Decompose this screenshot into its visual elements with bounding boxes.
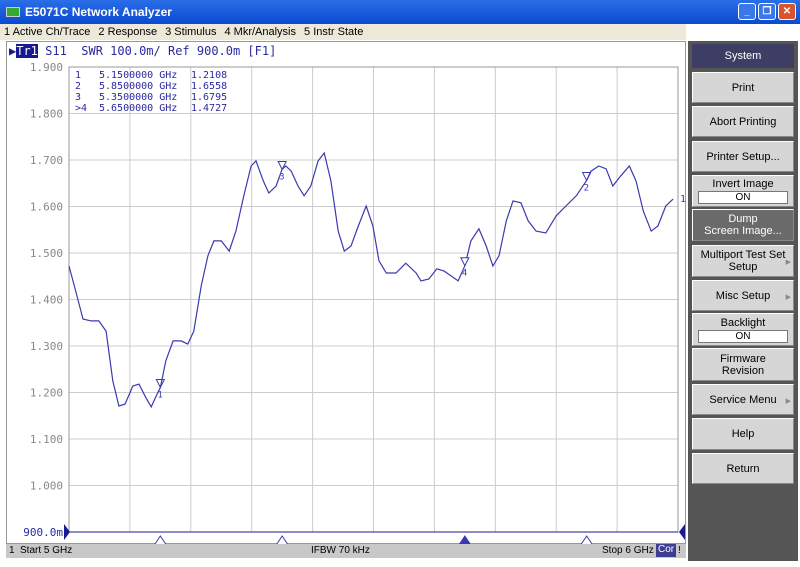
softkey-dump-screen-image[interactable]: Dump Screen Image... — [692, 209, 794, 241]
softkey-print[interactable]: Print — [692, 72, 794, 103]
softkey-system: System — [692, 44, 794, 68]
softkey-backlight[interactable]: Backlight ON — [692, 313, 794, 346]
marker-readout-value: 1.4727 — [191, 103, 227, 114]
marker-readout-id: 1 — [75, 70, 81, 81]
softkey-label: Print — [731, 81, 755, 94]
y-tick-label: 1.000 — [30, 480, 63, 493]
softkey-label: Abort Printing — [709, 115, 777, 128]
ifbw[interactable]: IFBW 70 kHz — [311, 545, 370, 556]
softkey-abort-printing[interactable]: Abort Printing — [692, 106, 794, 137]
title-bar: E5071C Network Analyzer _ ❐ ✕ — [0, 0, 800, 24]
restore-button[interactable]: ❐ — [758, 3, 776, 20]
marker-1-icon — [155, 378, 166, 389]
marker-readout-id: 2 — [75, 81, 81, 92]
softkey-label: Printer Setup... — [706, 150, 780, 163]
trace-header[interactable]: ▶Tr1 S11 SWR 100.0m/ Ref 900.0m [F1] — [9, 44, 277, 58]
chart-panel: ▶Tr1 S11 SWR 100.0m/ Ref 900.0m [F1] 1.9… — [6, 41, 686, 546]
softkey-label: Setup — [728, 261, 758, 273]
softkey-label: Firmware — [720, 352, 766, 365]
softkey-label: Revision — [721, 364, 765, 377]
softkey-firmware-revision[interactable]: Firmware Revision — [692, 348, 794, 381]
y-tick-label: 1.300 — [30, 340, 63, 353]
softkey-help[interactable]: Help — [692, 418, 794, 450]
close-button[interactable]: ✕ — [778, 3, 796, 20]
menu-instr-state[interactable]: 5 Instr State — [304, 26, 364, 38]
trace-end-label: 1 — [680, 194, 686, 205]
y-tick-label: 1.400 — [30, 294, 63, 307]
y-tick-label: 1.800 — [30, 108, 63, 121]
marker-1-label: 1 — [157, 390, 162, 400]
softkey-value: ON — [698, 329, 788, 343]
marker-readout-value: 1.6795 — [191, 92, 227, 103]
softkey-value: ON — [698, 191, 788, 204]
softkey-label: Invert Image — [712, 178, 774, 190]
swr-plot: 1.900 1.800 1.700 1.600 1.500 1.400 1.300 1.200… — [23, 61, 686, 546]
softkey-invert-image[interactable]: Invert Image ON — [692, 175, 794, 207]
softkey-multiport-test-set-setup[interactable]: Multiport Test Set Setup ▶ — [692, 245, 794, 277]
marker-4-label: 4 — [462, 269, 467, 279]
softkey-label: Backlight — [720, 316, 766, 329]
reference-right-arrow-icon — [679, 524, 685, 540]
menu-active-ch-trace[interactable]: 1 Active Ch/Trace — [4, 26, 91, 38]
y-tick-label: 1.700 — [30, 154, 63, 167]
menu-response[interactable]: 2 Response — [98, 26, 158, 38]
softkey-label: Misc Setup — [715, 289, 771, 302]
menu-bar: 1 Active Ch/Trace 2 Response 3 Stimulus … — [0, 24, 686, 40]
softkey-label: Help — [731, 428, 755, 440]
trace-settings: S11 SWR 100.0m/ Ref 900.0m [F1] — [37, 44, 277, 58]
y-tick-label: 900.0m — [23, 526, 63, 539]
submenu-arrow-icon: ▶ — [785, 259, 791, 266]
marker-readout-freq: 5.6500000 GHz — [99, 103, 177, 114]
marker-readout-id: 3 — [75, 92, 81, 103]
softkey-label: Return — [726, 462, 760, 475]
trace-label[interactable]: Tr1 — [16, 44, 38, 58]
softkey-label: Screen Image... — [704, 225, 782, 237]
softkey-panel: System Print Abort Printing Printer Setup..… — [688, 41, 798, 561]
marker-readout-id: >4 — [75, 103, 87, 114]
softkey-misc-setup[interactable]: Misc Setup ▶ — [692, 280, 794, 311]
marker-2-icon — [581, 172, 592, 182]
marker-4-icon — [460, 257, 470, 267]
y-tick-label: 1.900 — [30, 61, 63, 74]
softkey-printer-setup[interactable]: Printer Setup... — [692, 141, 794, 172]
menu-stimulus[interactable]: 3 Stimulus — [165, 26, 217, 38]
marker-3-label: 3 — [279, 173, 284, 183]
softkey-label: Dump — [728, 213, 758, 225]
reference-left-arrow-icon — [64, 524, 70, 540]
y-tick-label: 1.200 — [30, 387, 63, 400]
channel-number: 1 — [9, 545, 15, 556]
softkey-label: System — [724, 50, 762, 62]
start-frequency[interactable]: Start 5 GHz — [20, 545, 73, 556]
marker-readout-freq: 5.8500000 GHz — [99, 81, 177, 92]
marker-readout-freq: 5.1500000 GHz — [99, 70, 177, 81]
softkey-label: Service Menu — [709, 393, 777, 406]
marker-readout-value: 1.6558 — [191, 81, 227, 92]
y-tick-label: 1.500 — [30, 247, 63, 260]
y-tick-label: 1.100 — [30, 433, 63, 446]
stop-frequency[interactable]: Stop 6 GHz — [602, 545, 654, 556]
minimize-button[interactable]: _ — [738, 3, 756, 20]
marker-3-icon — [277, 161, 287, 171]
softkey-label: Multiport Test Set — [700, 249, 786, 261]
marker-readout-freq: 5.3500000 GHz — [99, 92, 177, 103]
submenu-arrow-icon: ▶ — [785, 293, 791, 301]
marker-2-label: 2 — [584, 184, 589, 194]
submenu-arrow-icon: ▶ — [785, 397, 791, 405]
menu-mkr-analysis[interactable]: 4 Mkr/Analysis — [224, 26, 297, 38]
window-title: E5071C Network Analyzer — [25, 5, 172, 19]
marker-readout-value: 1.2108 — [191, 70, 227, 81]
softkey-service-menu[interactable]: Service Menu ▶ — [692, 384, 794, 415]
softkey-return[interactable]: Return — [692, 453, 794, 484]
swr-trace — [68, 151, 674, 409]
correction-badge: Cor — [656, 544, 677, 557]
app-icon — [6, 7, 20, 17]
status-indicator: ! — [678, 545, 681, 556]
status-bar: 1 Start 5 GHz IFBW 70 kHz Stop 6 GHz Cor… — [6, 544, 686, 558]
y-tick-label: 1.600 — [30, 201, 63, 214]
